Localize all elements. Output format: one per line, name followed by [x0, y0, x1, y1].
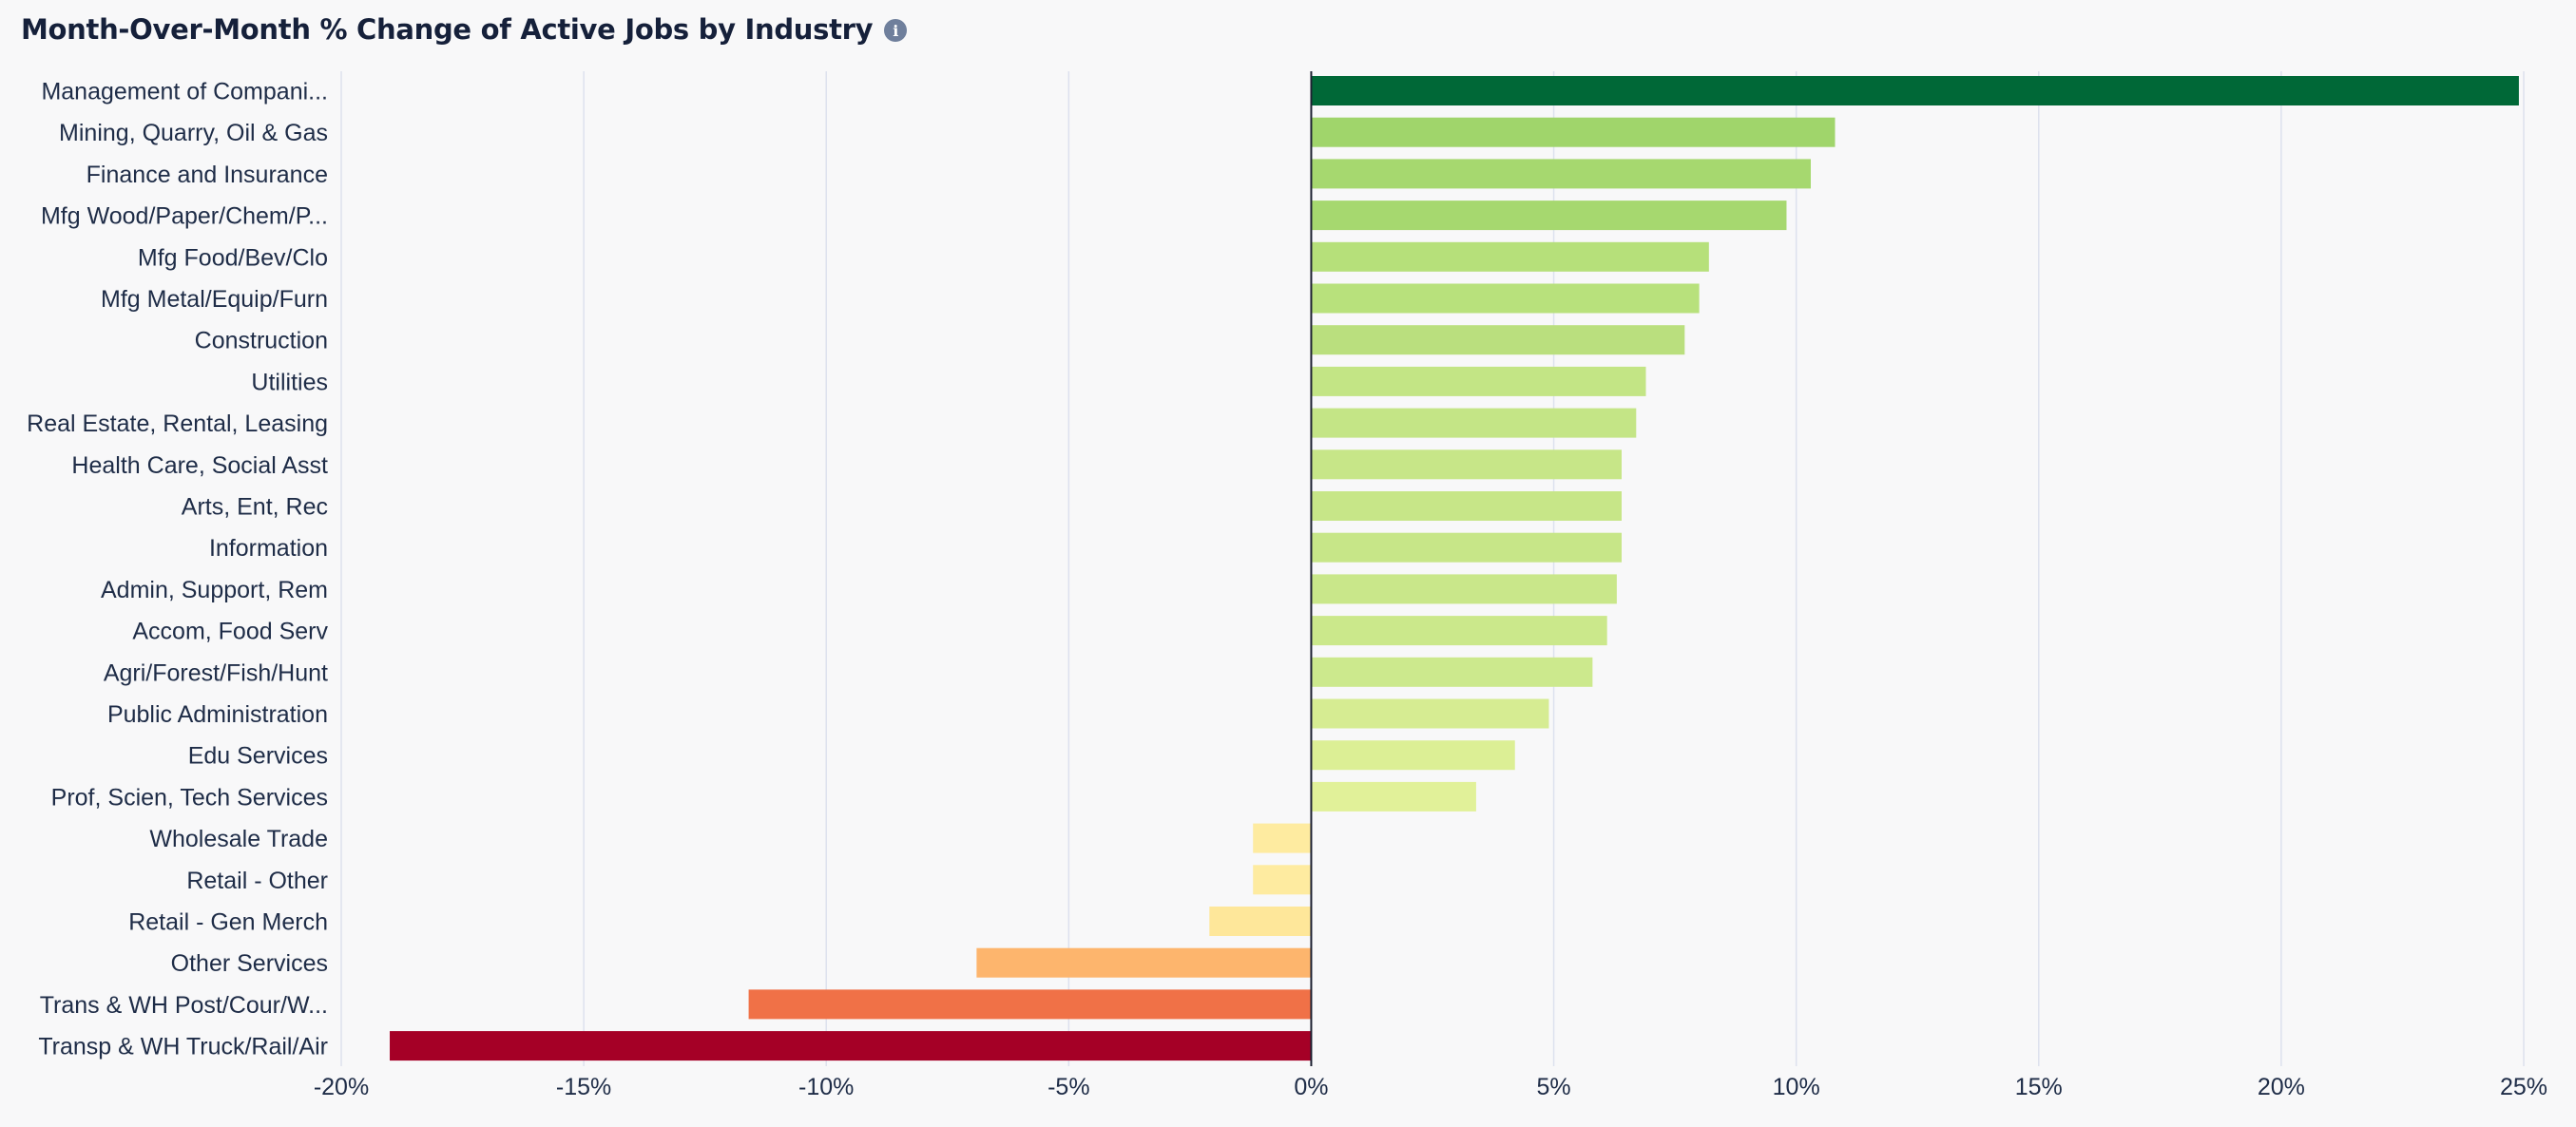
category-label: Arts, Ent, Rec [182, 494, 328, 521]
bar[interactable] [1311, 491, 1622, 521]
category-label: Health Care, Social Asst [71, 452, 328, 479]
category-label: Agri/Forest/Fish/Hunt [104, 659, 328, 686]
bar[interactable] [748, 989, 1312, 1020]
bar[interactable] [1311, 366, 1646, 396]
category-label: Construction [195, 328, 328, 354]
category-label: Management of Compani... [41, 79, 328, 105]
category-label: Wholesale Trade [149, 826, 328, 852]
bar[interactable] [1253, 823, 1312, 853]
bar[interactable] [1311, 574, 1617, 604]
x-tick-label: 10% [1773, 1074, 1820, 1100]
bar[interactable] [1311, 201, 1787, 231]
category-label: Trans & WH Post/Cour/W... [40, 992, 328, 1019]
bar[interactable] [1311, 657, 1593, 687]
category-label: Retail - Gen Merch [128, 909, 328, 936]
x-tick-label: -5% [1048, 1074, 1089, 1100]
bar[interactable] [390, 1031, 1312, 1061]
bar[interactable] [1311, 241, 1709, 272]
category-label: Utilities [251, 369, 328, 395]
chart-header: Month-Over-Month % Change of Active Jobs… [21, 13, 908, 46]
bar[interactable] [1311, 117, 1836, 147]
category-label: Information [209, 535, 328, 562]
x-tick-label: 15% [2015, 1074, 2063, 1100]
category-label: Accom, Food Serv [132, 619, 328, 645]
x-tick-label: 20% [2258, 1074, 2305, 1100]
x-tick-label: 0% [1294, 1074, 1328, 1100]
bar[interactable] [1311, 698, 1549, 729]
category-label: Public Administration [107, 701, 328, 728]
x-tick-label: 25% [2500, 1074, 2547, 1100]
category-label: Mfg Wood/Paper/Chem/P... [41, 203, 328, 230]
x-axis-ticks: -20% -15% -10% -5% 0% 5% 10% 15% 20% 25% [314, 1074, 2547, 1100]
category-label: Edu Services [188, 743, 328, 770]
bar[interactable] [1253, 865, 1312, 895]
bar[interactable] [976, 947, 1312, 978]
category-label: Other Services [171, 950, 328, 977]
category-label: Mfg Metal/Equip/Furn [101, 286, 328, 313]
category-label: Mining, Quarry, Oil & Gas [59, 120, 328, 146]
info-icon[interactable]: i [884, 19, 908, 42]
bar[interactable] [1311, 283, 1700, 314]
bar[interactable] [1311, 616, 1607, 646]
bar[interactable] [1311, 740, 1515, 771]
bar[interactable] [1311, 449, 1622, 480]
bar[interactable] [1311, 76, 2519, 105]
x-tick-label: -20% [314, 1074, 369, 1100]
category-label: Prof, Scien, Tech Services [51, 784, 328, 811]
category-labels: Management of Compani... Mining, Quarry, … [27, 79, 328, 1060]
bar[interactable] [1311, 408, 1637, 438]
bar[interactable] [1311, 781, 1476, 812]
category-label: Real Estate, Rental, Leasing [27, 411, 328, 437]
bar[interactable] [1311, 159, 1811, 189]
bar[interactable] [1311, 532, 1622, 563]
x-tick-label: 5% [1536, 1074, 1570, 1100]
category-label: Retail - Other [186, 868, 328, 894]
bars [390, 76, 2519, 1061]
category-label: Mfg Food/Bev/Clo [138, 244, 328, 271]
x-tick-label: -15% [556, 1074, 611, 1100]
x-tick-label: -10% [798, 1074, 854, 1100]
category-label: Admin, Support, Rem [101, 577, 328, 603]
category-label: Transp & WH Truck/Rail/Air [38, 1034, 328, 1060]
chart-title: Month-Over-Month % Change of Active Jobs… [21, 13, 874, 46]
category-label: Finance and Insurance [87, 162, 328, 188]
bar[interactable] [1209, 907, 1312, 936]
bar[interactable] [1311, 325, 1685, 355]
